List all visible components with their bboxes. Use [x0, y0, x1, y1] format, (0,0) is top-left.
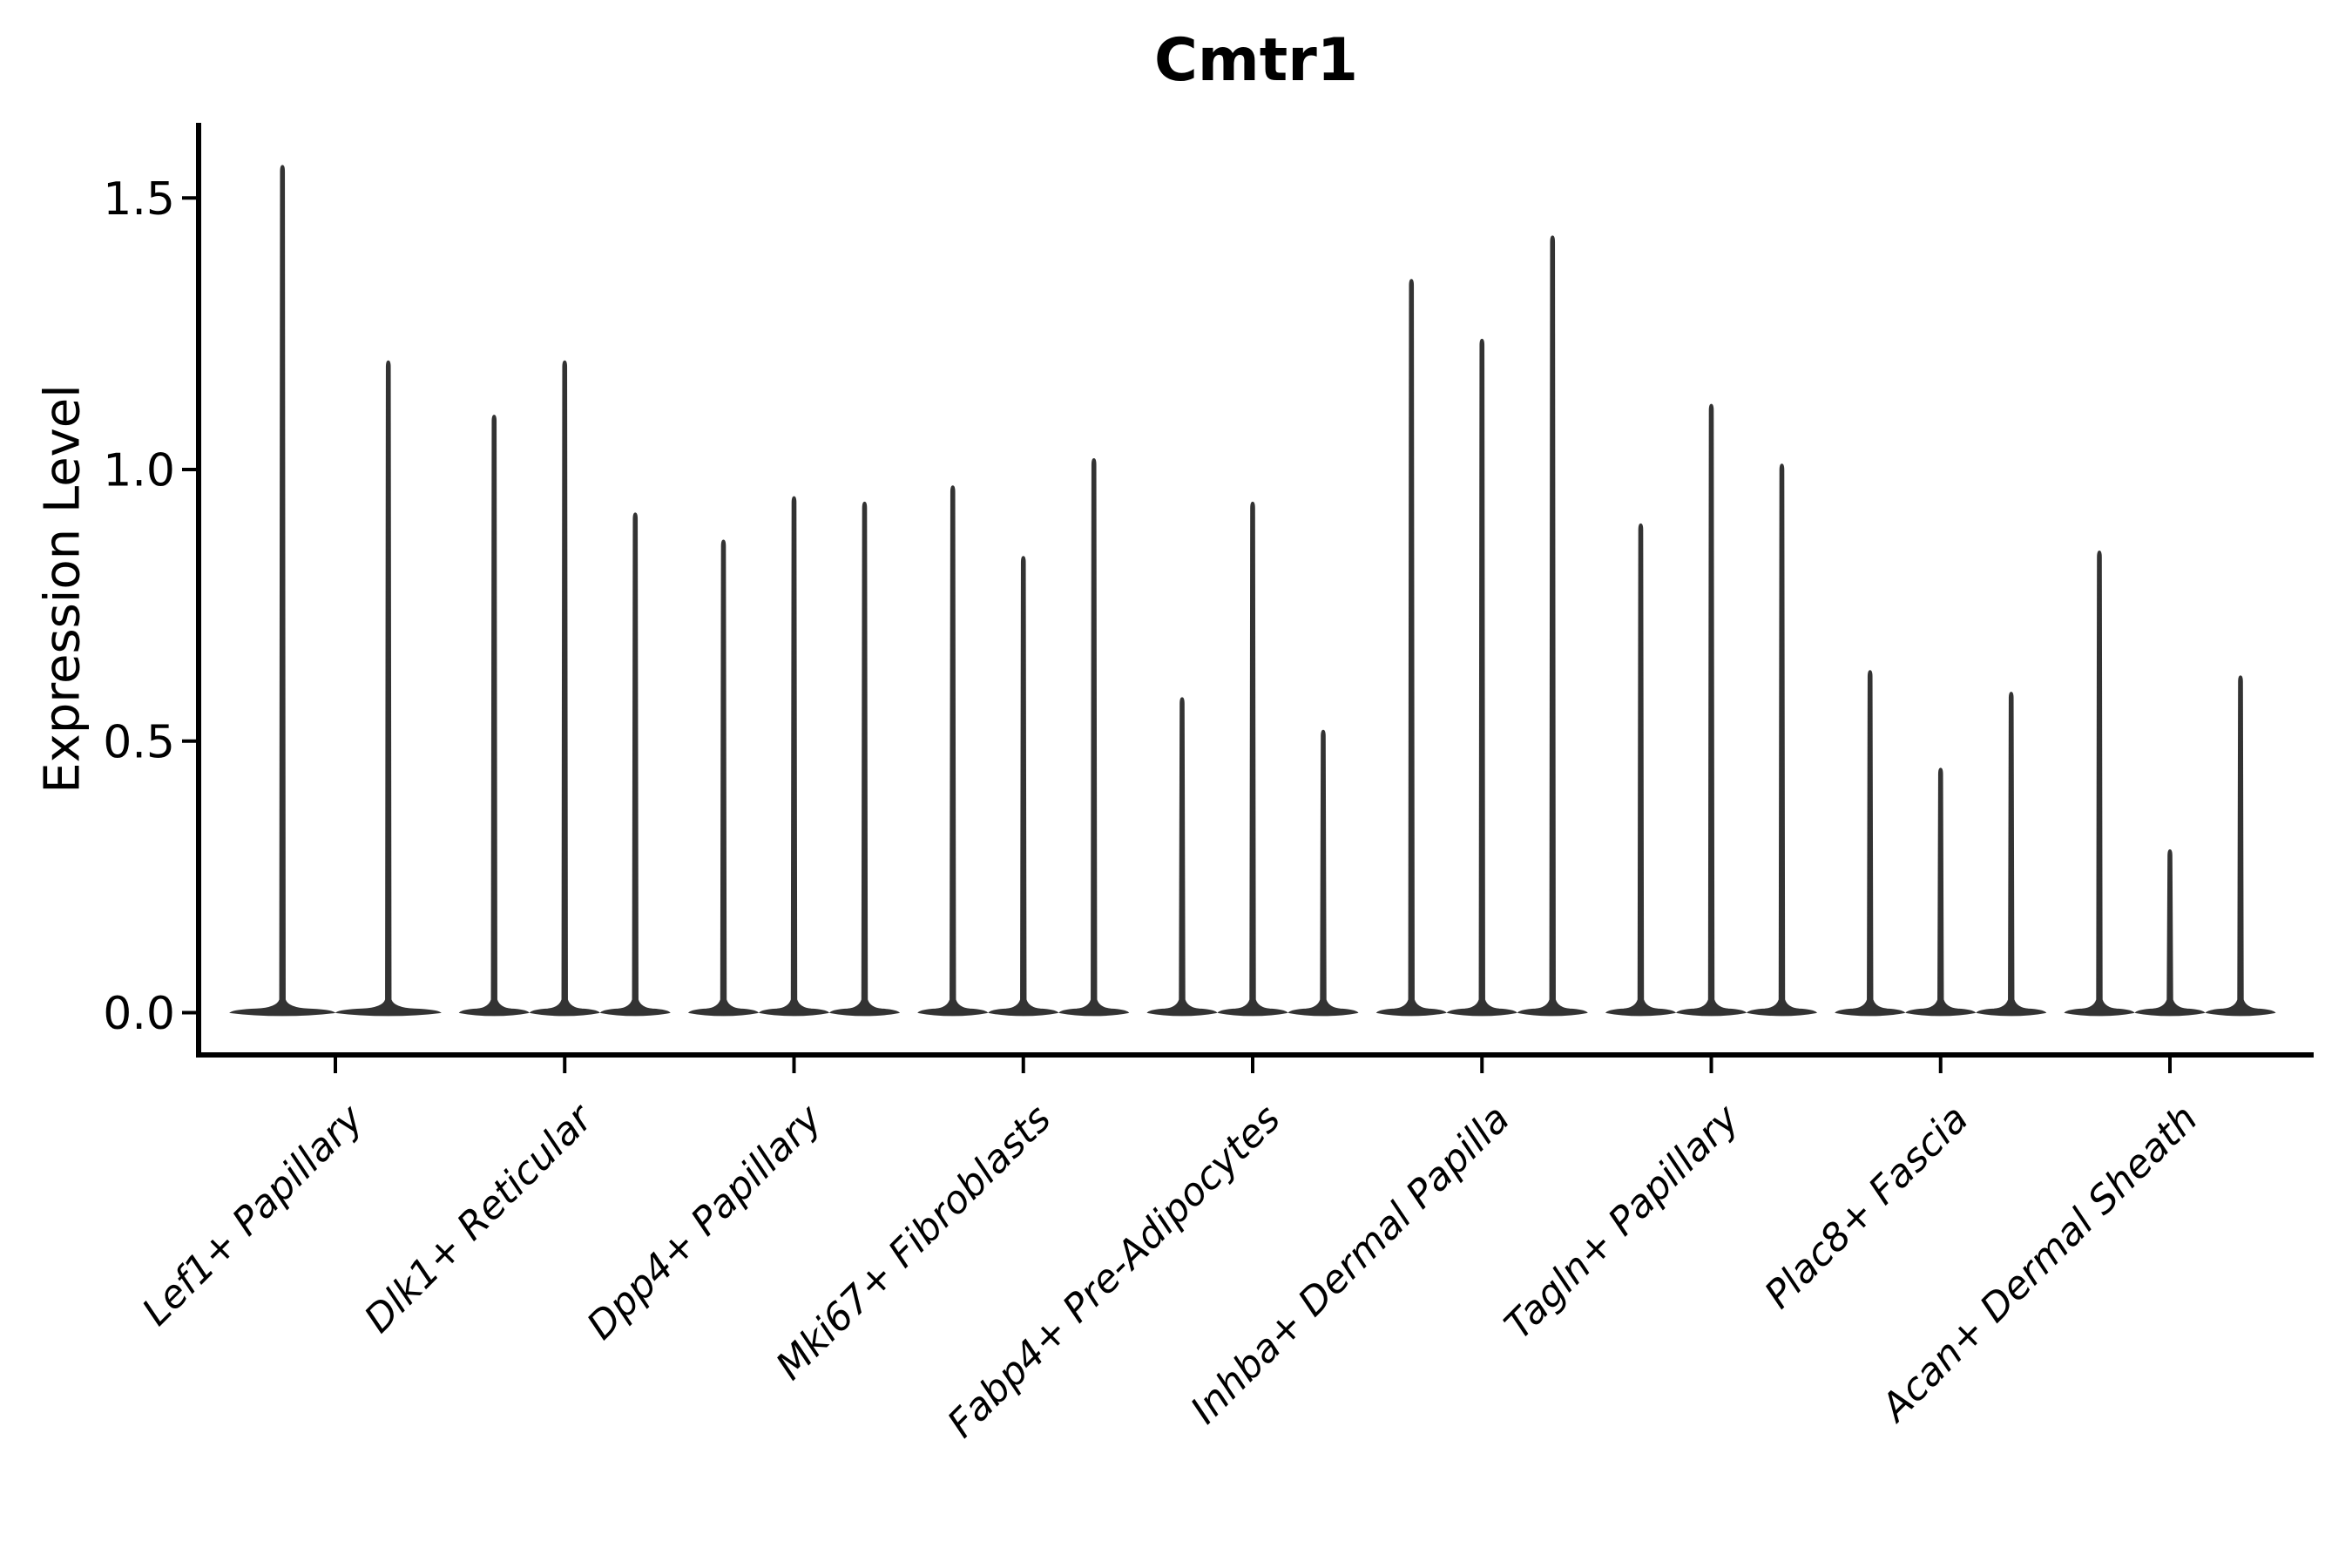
- y-tick-label-0.5: 0.5: [103, 716, 175, 768]
- y-tick-label-1.0: 1.0: [103, 445, 175, 497]
- violin-dlk1-reticular-1: [458, 415, 530, 1017]
- violin-plac8-fascia-1: [1835, 670, 1906, 1017]
- x-tick-mark-lef1-papillary: [334, 1058, 337, 1073]
- violin-fabp4-pre-adipocytes-3: [1288, 729, 1359, 1017]
- x-category-label-dlk1-reticular: Dlk1+ Reticular: [356, 1095, 603, 1342]
- violin-dlk1-reticular-2: [529, 360, 600, 1017]
- x-tick-mark-fabp4-pre-adipocytes: [1251, 1058, 1254, 1073]
- violin-dlk1-reticular-3: [599, 512, 671, 1017]
- violin-acan-dermal-sheath-1: [2064, 551, 2135, 1017]
- x-tick-mark-inhba-dermal-papilla: [1480, 1058, 1484, 1073]
- violin-dpp4-papillary-3: [828, 501, 901, 1017]
- violin-mki67-fibroblasts-1: [917, 485, 989, 1017]
- violin-tagln-papillary-3: [1746, 463, 1818, 1017]
- violin-mki67-fibroblasts-3: [1058, 458, 1130, 1017]
- violin-plac8-fascia-2: [1905, 767, 1977, 1017]
- y-axis-spine: [196, 123, 201, 1058]
- violin-dpp4-papillary-2: [758, 496, 830, 1017]
- x-category-label-tagln-papillary: Tagln+ Papillary: [1497, 1096, 1748, 1348]
- violin-acan-dermal-sheath-2: [2134, 848, 2206, 1017]
- violin-fabp4-pre-adipocytes-2: [1217, 501, 1288, 1017]
- y-tick-mark-0.0: [182, 1010, 196, 1015]
- violin-tagln-papillary-2: [1675, 403, 1747, 1017]
- violin-inhba-dermal-papilla-3: [1517, 235, 1588, 1017]
- x-category-label-dpp4-papillary: Dpp4+ Papillary: [578, 1096, 831, 1348]
- violin-plac8-fascia-3: [1976, 692, 2047, 1017]
- violin-fabp4-pre-adipocytes-1: [1146, 697, 1218, 1017]
- violin-mki67-fibroblasts-2: [988, 556, 1059, 1017]
- y-tick-mark-1.5: [182, 196, 196, 200]
- y-tick-mark-0.5: [182, 739, 196, 743]
- x-category-label-plac8-fascia: Plac8+ Fascia: [1756, 1097, 1977, 1317]
- x-tick-mark-tagln-papillary: [1709, 1058, 1713, 1073]
- violin-tagln-papillary-1: [1605, 523, 1677, 1017]
- y-tick-label-1.5: 1.5: [103, 173, 175, 226]
- chart-title: Cmtr1: [1153, 26, 1359, 95]
- violin-dpp4-papillary-1: [687, 539, 760, 1017]
- x-tick-mark-dlk1-reticular: [563, 1058, 567, 1073]
- violin-inhba-dermal-papilla-1: [1375, 279, 1447, 1017]
- violin-inhba-dermal-papilla-2: [1446, 338, 1517, 1017]
- x-tick-mark-mki67-fibroblasts: [1021, 1058, 1025, 1073]
- x-tick-mark-plac8-fascia: [1938, 1058, 1943, 1073]
- x-axis-spine: [196, 1052, 2314, 1058]
- y-tick-label-0.0: 0.0: [103, 988, 175, 1040]
- violin-acan-dermal-sheath-3: [2205, 675, 2276, 1017]
- x-tick-mark-dpp4-papillary: [792, 1058, 796, 1073]
- y-tick-mark-1.0: [182, 468, 196, 471]
- x-category-label-lef1-papillary: Lef1+ Papillary: [134, 1096, 373, 1335]
- violin-lef1-papillary-2: [335, 360, 442, 1017]
- violin-lef1-papillary-1: [229, 165, 336, 1017]
- x-tick-mark-acan-dermal-sheath: [2168, 1058, 2172, 1073]
